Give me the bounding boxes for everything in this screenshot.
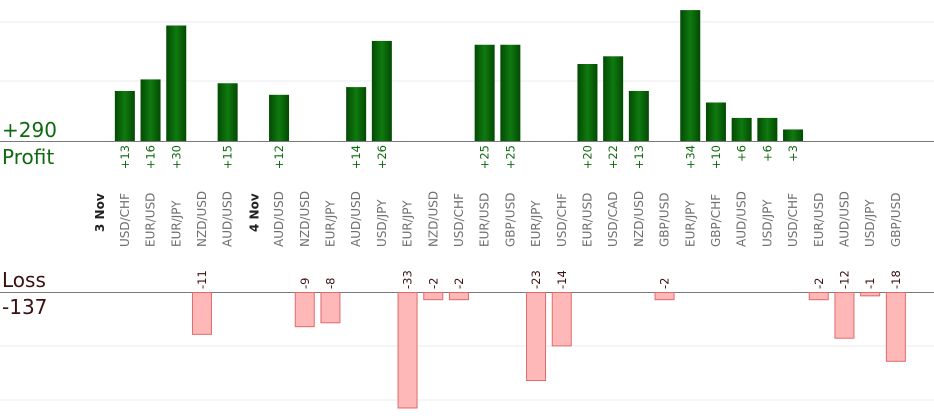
profit-bar: [731, 117, 752, 141]
profit-bar: [346, 87, 367, 141]
loss-bar: [885, 292, 906, 362]
pair-label: USD/JPY: [760, 199, 774, 247]
loss-bar: [423, 292, 444, 301]
pair-label: GBP/USD: [889, 193, 903, 247]
profit-bar: [603, 56, 624, 141]
pair-label: EUR/USD: [144, 193, 158, 247]
profit-value-label: +34: [683, 145, 697, 169]
loss-value-label: -33: [401, 270, 415, 289]
profit-bar: [500, 44, 521, 141]
loss-bar: [397, 292, 418, 409]
pair-label: EUR/JPY: [323, 200, 337, 247]
profit-bar: [371, 40, 392, 141]
pair-label: GBP/USD: [658, 193, 672, 247]
pair-label: EUR/JPY: [529, 200, 543, 247]
pair-label: EUR/JPY: [683, 200, 697, 247]
pair-label: GBP/USD: [503, 193, 517, 247]
labels-layer: 3 Nov USD/CHF +13 EUR/USD +16 EUR/JPY +30 NZD/U…: [93, 145, 903, 289]
profit-value-label: +16: [144, 145, 158, 169]
profit-value-label: +6: [760, 145, 774, 162]
loss-value-label: -8: [323, 278, 337, 289]
loss-value-label: -2: [658, 278, 672, 289]
pair-label: USD/JPY: [863, 199, 877, 247]
profit-bar: [757, 117, 778, 141]
pair-label: USD/CHF: [555, 193, 569, 247]
profit-bar: [114, 90, 135, 141]
loss-value-label: -2: [812, 278, 826, 289]
profit-bar: [783, 129, 804, 141]
loss-value-label: -9: [298, 278, 312, 289]
profit-value-label: +10: [709, 145, 723, 169]
loss-bar: [860, 292, 881, 297]
loss-value-label: -12: [837, 270, 851, 289]
loss-bar: [551, 292, 572, 347]
loss-value-label: -2: [452, 278, 466, 289]
day-label: 4 Nov: [247, 193, 261, 232]
pair-label: AUD/USD: [221, 191, 235, 247]
loss-bar: [448, 292, 469, 301]
profit-value-label: +3: [786, 145, 800, 162]
day-label: 3 Nov: [93, 193, 107, 232]
pair-label: AUD/USD: [272, 191, 286, 247]
profit-bar: [140, 79, 161, 141]
loss-bar: [294, 292, 315, 328]
profit-value-label: +13: [632, 145, 646, 169]
pair-label: AUD/USD: [837, 191, 851, 247]
pair-label: USD/CHF: [118, 193, 132, 247]
loss-value-label: -14: [555, 270, 569, 289]
loss-bar: [808, 292, 829, 301]
profit-bar: [474, 44, 495, 141]
profit-bar: [166, 25, 187, 141]
profit-value-label: +20: [580, 145, 594, 169]
pair-label: EUR/USD: [812, 193, 826, 247]
profit-value-label: +25: [478, 145, 492, 169]
loss-value-label: -1: [863, 278, 877, 289]
profit-bar: [628, 90, 649, 141]
pair-label: USD/CHF: [452, 193, 466, 247]
pair-label: USD/JPY: [375, 199, 389, 247]
pair-label: NZD/USD: [632, 191, 646, 247]
loss-value-label: -23: [529, 270, 543, 289]
pair-label: NZD/USD: [298, 191, 312, 247]
profit-value-label: +12: [272, 145, 286, 169]
profit-value-label: +6: [735, 145, 749, 162]
profit-value-label: +25: [503, 145, 517, 169]
profit-label: Profit: [2, 145, 54, 169]
profit-total: +290: [2, 118, 57, 142]
loss-bar: [834, 292, 855, 339]
loss-value-label: -2: [426, 278, 440, 289]
profit-bar: [680, 10, 701, 141]
loss-bar: [654, 292, 675, 301]
profit-bar: [269, 94, 290, 141]
pair-label: NZD/USD: [195, 191, 209, 247]
loss-label: Loss: [2, 268, 46, 292]
pair-label: EUR/JPY: [401, 200, 415, 247]
loss-bar: [320, 292, 341, 324]
profit-value-label: +15: [221, 145, 235, 169]
loss-value-label: -11: [195, 270, 209, 289]
profit-bar: [705, 102, 726, 141]
profit-bar: [577, 64, 598, 141]
profit-value-label: +26: [375, 145, 389, 169]
pair-label: AUD/USD: [349, 191, 363, 247]
pair-label: AUD/USD: [735, 191, 749, 247]
loss-total: -137: [2, 295, 47, 319]
profit-value-label: +14: [349, 145, 363, 169]
loss-bar: [526, 292, 547, 382]
pair-label: EUR/USD: [478, 193, 492, 247]
pair-label: USD/CHF: [786, 193, 800, 247]
pair-label: USD/CAD: [606, 191, 620, 247]
profit-value-label: +13: [118, 145, 132, 169]
profit-value-label: +30: [169, 145, 183, 169]
pair-label: NZD/USD: [426, 191, 440, 247]
pair-label: GBP/CHF: [709, 194, 723, 247]
loss-bar: [191, 292, 212, 335]
loss-value-label: -18: [889, 270, 903, 289]
pair-label: EUR/USD: [580, 193, 594, 247]
profit-value-label: +22: [606, 145, 620, 169]
profit-bar: [217, 83, 238, 141]
bars-layer: [114, 10, 906, 409]
pair-label: EUR/JPY: [169, 200, 183, 247]
